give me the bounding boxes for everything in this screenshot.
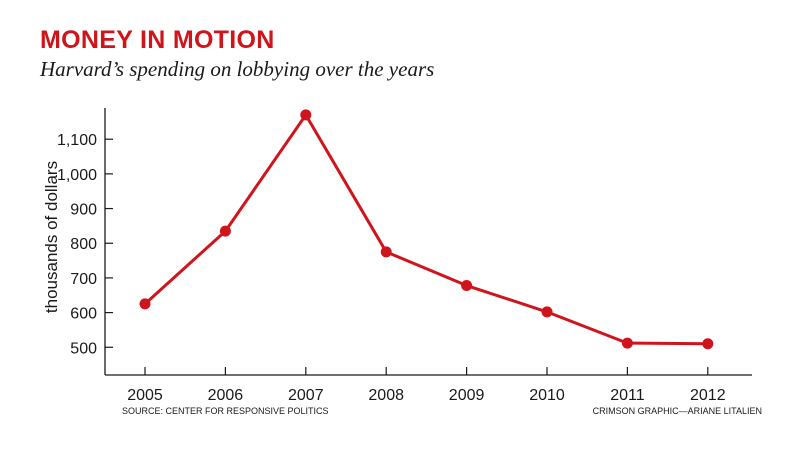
chart-title: MONEY IN MOTION	[40, 26, 275, 54]
x-tick-label: 2007	[288, 387, 324, 404]
y-tick-label: 500	[70, 340, 97, 357]
y-tick-label: 1,000	[57, 167, 97, 184]
y-axis-ticks: 500 600 700 800 900 1,000 1,100	[57, 132, 113, 357]
x-tick-label: 2008	[368, 387, 404, 404]
x-axis-ticks: 2005 2006 2007 2008 2009 2010 2011 2012	[127, 367, 726, 404]
y-tick-label: 900	[70, 202, 97, 219]
chart-subtitle: Harvard’s spending on lobbying over the …	[40, 57, 435, 81]
x-tick-label: 2012	[690, 387, 726, 404]
data-point-2006	[219, 225, 231, 237]
source-note: SOURCE: CENTER FOR RESPONSIVE POLITICS	[122, 406, 329, 416]
data-point-2007	[300, 109, 312, 121]
data-point-2009	[461, 280, 473, 292]
y-tick-label: 800	[70, 236, 97, 253]
series-line-group	[139, 109, 714, 350]
data-point-2010	[541, 306, 553, 318]
x-tick-label: 2011	[610, 387, 645, 404]
x-tick-label: 2005	[127, 387, 163, 404]
y-tick-label: 1,100	[57, 132, 97, 149]
data-point-2005	[139, 298, 151, 310]
x-tick-label: 2009	[449, 387, 485, 404]
y-tick-label: 600	[70, 306, 97, 323]
x-tick-label: 2006	[208, 387, 244, 404]
series-line	[143, 113, 708, 346]
data-point-2011	[621, 337, 633, 349]
y-tick-label: 700	[70, 271, 97, 288]
data-point-2008	[380, 246, 392, 258]
x-tick-label: 2010	[529, 387, 565, 404]
data-point-2012	[702, 338, 714, 350]
y-axis-label: thousands of dollars	[42, 161, 61, 313]
chart-axes	[104, 108, 752, 376]
graphic-credit: CRIMSON GRAPHIC—ARIANE LITALIEN	[592, 406, 762, 416]
